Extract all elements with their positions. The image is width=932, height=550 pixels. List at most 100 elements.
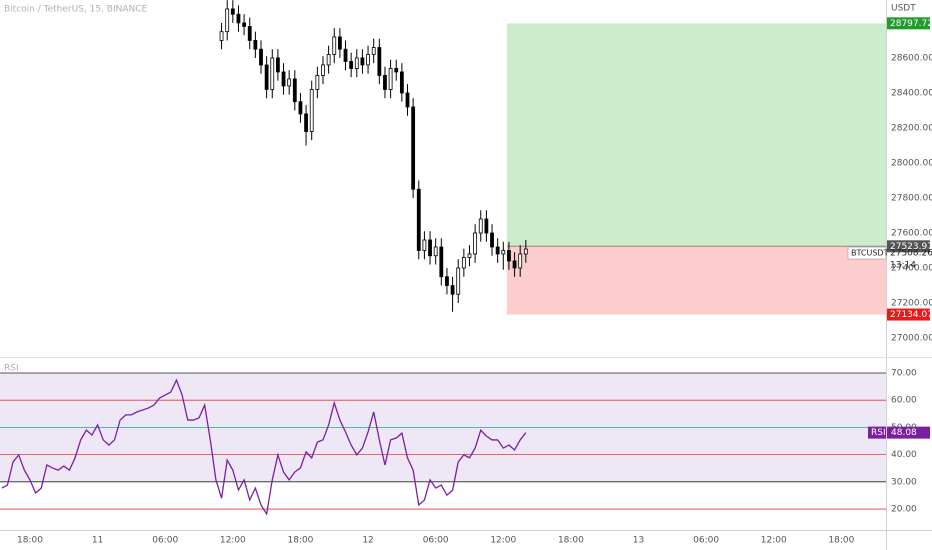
candle-body: [399, 71, 404, 94]
candle-body: [405, 92, 410, 108]
x-tick-label: 12:00: [490, 536, 516, 546]
y-tick-label: 28400.00: [891, 88, 932, 98]
candle-body: [450, 285, 455, 295]
x-tick-label: 12: [362, 536, 373, 546]
candle-body: [495, 246, 500, 255]
y-tick-label: 27600.00: [891, 228, 932, 238]
y-tick-label: 28000.00: [891, 158, 932, 168]
x-tick-label: 18:00: [828, 536, 854, 546]
candle-body: [467, 253, 472, 258]
candle-body: [315, 75, 320, 90]
y-tick-label: 70.00: [891, 368, 917, 378]
candle-body: [326, 54, 331, 66]
candle-body: [264, 64, 269, 90]
candle-body: [349, 61, 354, 69]
candle-body: [259, 48, 263, 66]
stop-label: 27134.07: [890, 310, 932, 320]
rsi-title: RSI: [4, 364, 19, 374]
x-tick-label: 06:00: [423, 536, 449, 546]
candle-body: [523, 248, 528, 255]
candle-body: [230, 8, 235, 15]
candle-body: [461, 257, 466, 269]
rsi-name: RSI: [871, 428, 886, 438]
symbol-label: BTCUSDT: [851, 249, 889, 258]
target-tag: [887, 17, 930, 30]
candle-body: [354, 57, 359, 69]
candle-body: [507, 250, 511, 262]
symbol-tag: [847, 246, 887, 260]
candle-body: [360, 57, 365, 66]
x-tick-label: 18:00: [17, 536, 43, 546]
candle-body: [219, 31, 224, 41]
candle-body: [394, 68, 399, 73]
symbol-legend: Bitcoin / TetherUS, 15, BINANCE: [4, 5, 148, 15]
candle-body: [411, 106, 416, 190]
countdown-label: 13:14: [890, 261, 916, 271]
candle-body: [281, 71, 286, 87]
candle-body: [225, 8, 230, 33]
stop-zone: [506, 246, 886, 315]
rsi-value-tag: [887, 426, 930, 439]
y-tick-label: 28600.00: [891, 53, 932, 63]
y-tick-label: 27000.00: [891, 334, 932, 344]
candle-body: [253, 40, 258, 50]
x-tick-label: 18:00: [287, 536, 313, 546]
candle-body: [383, 75, 387, 90]
candle-body: [337, 36, 342, 50]
candle-body: [292, 78, 297, 103]
entry-tag: [887, 240, 930, 253]
y-tick-label: 60.00: [891, 396, 917, 406]
candle-body: [512, 260, 517, 269]
x-tick-label: 13: [633, 536, 644, 546]
candle-body: [388, 68, 393, 90]
candle-body: [371, 47, 376, 55]
candle-body: [428, 239, 432, 257]
candle-body: [343, 48, 348, 62]
x-tick-label: 12:00: [761, 536, 787, 546]
candle-body: [433, 246, 438, 257]
rsi-name-tag: [868, 426, 886, 439]
candle-body: [484, 218, 489, 234]
candle-body: [309, 89, 314, 132]
last-price-label: 27508.26: [890, 249, 932, 259]
x-tick-label: 12:00: [220, 536, 246, 546]
candle-body: [332, 36, 337, 55]
y-tick-label: 27800.00: [891, 193, 932, 203]
stop-tag: [887, 308, 930, 321]
candle-body: [304, 113, 308, 132]
x-tick-label: 11: [92, 536, 103, 546]
currency: USDT: [891, 4, 916, 14]
candle-body: [270, 57, 275, 90]
candle-body: [518, 253, 523, 269]
x-tick-label: 18:00: [558, 536, 584, 546]
candle-body: [501, 250, 506, 255]
candle-body: [473, 232, 478, 255]
candle-body: [236, 13, 241, 24]
candle-body: [298, 101, 303, 115]
candle-body: [422, 239, 427, 251]
candle-body: [366, 54, 370, 66]
y-tick-label: 27400.00: [891, 264, 932, 274]
target-zone: [506, 23, 886, 247]
candle-body: [247, 26, 252, 41]
target-label: 28797.72: [890, 19, 932, 29]
candle-body: [478, 218, 483, 234]
y-tick-label: 30.00: [891, 477, 917, 487]
candle-body: [456, 267, 461, 295]
candle-body: [242, 22, 246, 27]
x-tick-label: 06:00: [693, 536, 719, 546]
y-tick-label: 28200.00: [891, 123, 932, 133]
y-tick-label: 27200.00: [891, 299, 932, 309]
y-tick-label: 40.00: [891, 450, 917, 460]
candle-body: [490, 232, 494, 248]
candle-body: [321, 64, 325, 76]
candle-body: [439, 246, 444, 278]
x-tick-label: 06:00: [152, 536, 178, 546]
candle-body: [445, 276, 449, 286]
rsi-line: [1, 378, 527, 516]
rsi-value: 48.08: [891, 428, 917, 438]
entry-label: 27523.97: [890, 242, 932, 252]
candle-body: [276, 57, 280, 73]
candle-body: [377, 47, 382, 76]
